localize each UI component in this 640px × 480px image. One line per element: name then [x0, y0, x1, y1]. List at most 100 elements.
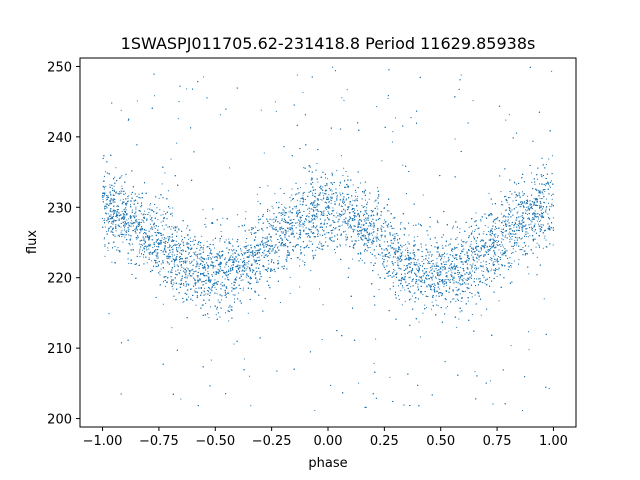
- data-point: [444, 278, 446, 280]
- data-point: [343, 99, 345, 101]
- data-point: [209, 306, 211, 308]
- data-point: [529, 209, 531, 211]
- data-point: [310, 183, 312, 185]
- data-point: [105, 185, 107, 187]
- data-point: [422, 194, 424, 196]
- data-point: [229, 306, 231, 308]
- data-point: [543, 211, 545, 213]
- data-point: [446, 278, 448, 280]
- data-point: [349, 216, 351, 218]
- data-point: [484, 282, 486, 284]
- data-point: [395, 251, 397, 253]
- data-point: [130, 200, 132, 202]
- data-point: [348, 227, 350, 229]
- data-point: [103, 180, 105, 182]
- data-point: [413, 236, 415, 238]
- data-point: [267, 185, 269, 187]
- data-point: [303, 191, 305, 193]
- data-point: [540, 224, 542, 226]
- data-point: [521, 201, 523, 203]
- data-point: [477, 228, 479, 230]
- data-point: [117, 247, 119, 249]
- data-point: [316, 217, 318, 219]
- data-point: [467, 300, 469, 302]
- data-point: [437, 251, 439, 253]
- data-point: [261, 241, 263, 243]
- data-point: [460, 74, 462, 76]
- data-point: [154, 245, 156, 247]
- data-point: [291, 219, 293, 221]
- data-point: [286, 255, 288, 257]
- data-point: [481, 282, 483, 284]
- data-point: [355, 215, 357, 217]
- data-point: [203, 261, 205, 263]
- data-point: [214, 279, 216, 281]
- data-point: [510, 345, 512, 347]
- data-point: [216, 293, 218, 295]
- data-point: [396, 257, 398, 259]
- data-point: [455, 256, 457, 258]
- data-point: [419, 276, 420, 278]
- data-point: [367, 219, 369, 221]
- data-point: [378, 245, 380, 247]
- data-point: [224, 266, 226, 268]
- data-point: [216, 259, 218, 261]
- data-point: [405, 243, 407, 245]
- data-point: [525, 199, 527, 201]
- data-point: [453, 298, 455, 300]
- data-point: [333, 240, 335, 242]
- data-point: [544, 210, 546, 212]
- data-point: [356, 210, 358, 212]
- data-point: [515, 206, 517, 208]
- data-point: [441, 266, 443, 268]
- data-point: [247, 244, 249, 246]
- data-point: [213, 282, 215, 284]
- data-point: [416, 280, 418, 282]
- data-point: [199, 244, 201, 246]
- data-point: [436, 262, 438, 264]
- data-point: [409, 276, 411, 278]
- data-point: [545, 198, 547, 200]
- data-point: [356, 198, 358, 200]
- data-point: [441, 255, 443, 257]
- data-point: [435, 299, 437, 301]
- data-point: [512, 248, 514, 250]
- data-point: [230, 259, 232, 261]
- data-point: [459, 231, 461, 233]
- data-point: [510, 252, 512, 254]
- data-point: [313, 232, 315, 234]
- data-point: [148, 243, 150, 245]
- data-point: [136, 100, 138, 102]
- data-point: [264, 255, 266, 257]
- data-point: [324, 220, 326, 222]
- data-point: [510, 233, 512, 235]
- data-point: [402, 287, 404, 289]
- data-point: [343, 201, 345, 203]
- data-point: [505, 234, 507, 236]
- data-point: [345, 234, 347, 236]
- data-point: [268, 263, 270, 265]
- data-point: [542, 215, 544, 217]
- data-point: [115, 224, 117, 226]
- data-point: [189, 263, 191, 265]
- data-point: [407, 264, 409, 266]
- data-point: [149, 204, 151, 206]
- data-point: [207, 257, 209, 259]
- data-point: [138, 252, 140, 254]
- data-point: [203, 244, 205, 246]
- data-point: [274, 193, 276, 195]
- data-point: [231, 250, 233, 252]
- data-point: [211, 288, 213, 290]
- data-point: [520, 223, 522, 225]
- data-point: [331, 196, 333, 198]
- data-point: [269, 225, 271, 227]
- data-point: [295, 207, 297, 209]
- data-point: [548, 158, 550, 160]
- data-point: [132, 222, 134, 224]
- data-point: [186, 246, 188, 248]
- data-point: [299, 203, 301, 205]
- data-point: [237, 253, 239, 255]
- data-point: [480, 262, 482, 264]
- data-point: [354, 219, 356, 221]
- data-point: [182, 249, 184, 251]
